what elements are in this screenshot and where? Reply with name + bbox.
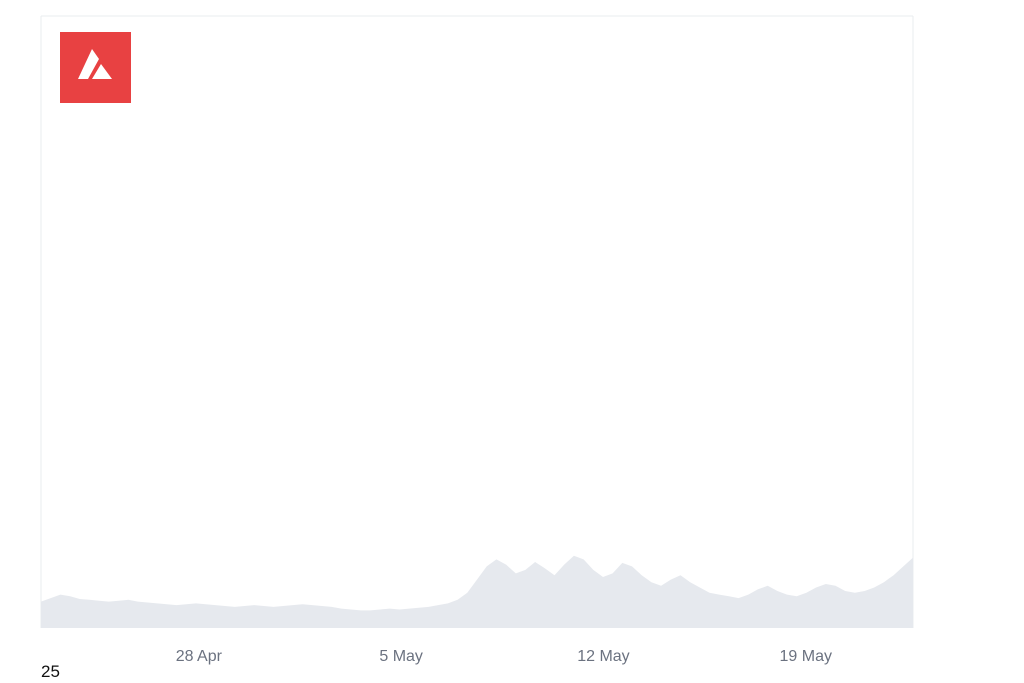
x-tick-label: 5 May <box>379 648 423 665</box>
x-tick-label: 19 May <box>780 648 832 665</box>
chart-frame <box>40 15 914 628</box>
x-tick-label: 12 May <box>577 648 629 665</box>
volume-shape <box>41 555 913 628</box>
avalanche-logo-icon <box>78 49 112 79</box>
avalanche-logo <box>60 32 131 103</box>
volume-area <box>41 555 913 628</box>
page-number: 25 <box>41 662 60 681</box>
x-axis-labels: 28 Apr 5 May 12 May 19 May <box>176 648 832 665</box>
avalanche-logo-background <box>60 32 131 103</box>
x-tick-label: 28 Apr <box>176 648 223 665</box>
